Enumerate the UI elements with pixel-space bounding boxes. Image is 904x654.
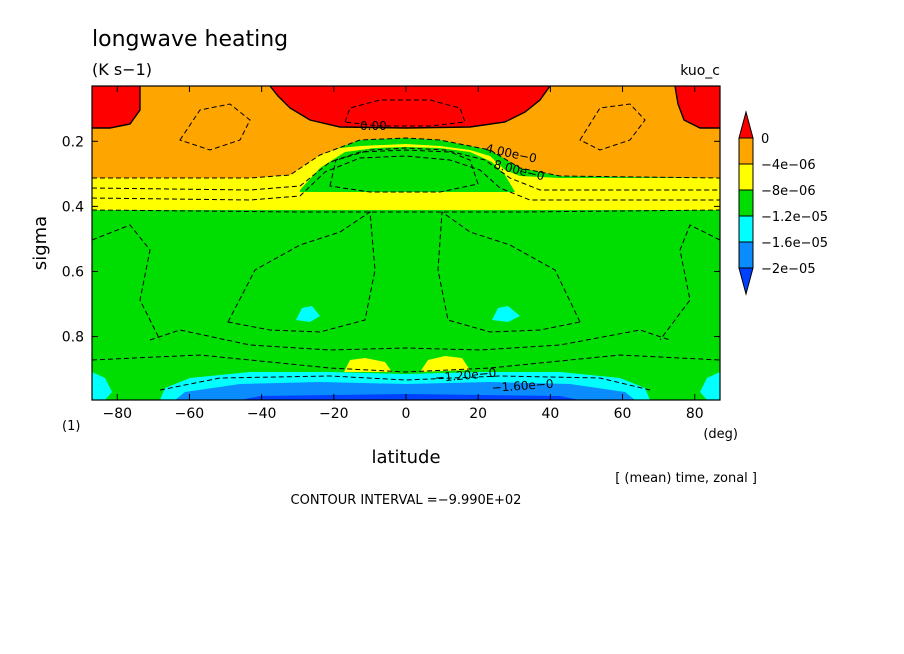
y-tick-label: 0.8 (62, 330, 84, 346)
x-tick-label: −40 (247, 406, 277, 422)
fill-level-orange (92, 86, 720, 178)
y-axis-label: sigma (30, 216, 51, 270)
fill-level-green-upper (300, 147, 515, 192)
averaging-note: [ (mean) time, zonal ] (615, 471, 757, 486)
colorbar-label: −2e−05 (761, 262, 816, 277)
x-tick-label: −20 (319, 406, 349, 422)
colorbar-label: −4e−06 (761, 158, 816, 173)
x-unit: (deg) (703, 427, 738, 442)
colorbar-label: 0 (761, 132, 769, 147)
colorbar-bottom-arrow (738, 267, 754, 296)
fill-level-darkblue (240, 394, 580, 400)
colorbar-top-arrow (738, 110, 754, 139)
contour-field: 0.00 4.00e−0 8.00e−0 −1.20e−0 −1.60e−0 (92, 86, 720, 400)
chart-units: (K s−1) (92, 60, 152, 79)
colorbar-label: −1.6e−05 (761, 236, 828, 251)
contour-label-0: 0.00 (360, 119, 387, 133)
fill-level-red-left (92, 86, 140, 128)
contour-line-zero (269, 86, 551, 129)
colorbar-box (738, 189, 754, 217)
x-tick-label: 80 (686, 406, 704, 422)
fill-spot-right (492, 306, 520, 322)
colorbar-box (738, 137, 754, 165)
y-tick-label: 0.4 (62, 199, 84, 215)
panel-number: (1) (62, 419, 80, 434)
colorbar-box (738, 163, 754, 191)
fill-spot-yellow-left (344, 358, 392, 372)
contour-line-zero-left (92, 86, 141, 129)
chart-title: longwave heating (92, 27, 288, 52)
fill-level-red-right (675, 86, 720, 128)
fill-level-cyan-left (92, 372, 112, 400)
fill-level-red-center (270, 86, 550, 128)
x-tick-label: −60 (175, 406, 205, 422)
colorbar-label: −8e−06 (761, 184, 816, 199)
contour-label-4: −1.60e−0 (491, 377, 554, 395)
y-axis: 0.2 0.4 0.6 0.8 (62, 134, 720, 346)
x-axis-label: latitude (371, 447, 440, 468)
y-tick-label: 0.2 (62, 134, 84, 150)
x-tick-label: 0 (402, 406, 411, 422)
contour-label-3: −1.20e−0 (434, 366, 497, 385)
run-label: kuo_c (680, 63, 720, 79)
x-tick-label: 20 (469, 406, 487, 422)
fill-level-cyan-right (700, 372, 720, 400)
y-tick-label: 0.6 (62, 264, 84, 280)
x-tick-label: 40 (541, 406, 559, 422)
colorbar: 0 −4e−06 −8e−06 −1.2e−05 −1.6e−05 −2e−05 (738, 110, 828, 296)
x-axis: −80 −60 −40 −20 0 20 40 60 80 (102, 86, 704, 422)
fill-spot-yellow-right (420, 356, 470, 372)
fill-spot-left (296, 306, 320, 322)
x-tick-label: −80 (102, 406, 132, 422)
contour-lines-dashed (92, 99, 720, 391)
colorbar-label: −1.2e−05 (761, 210, 828, 225)
colorbar-box (738, 241, 754, 269)
contour-line-zero-right (674, 86, 720, 129)
contour-interval: CONTOUR INTERVAL =−9.990E+02 (291, 493, 522, 508)
colorbar-box (738, 215, 754, 243)
x-tick-label: 60 (614, 406, 632, 422)
